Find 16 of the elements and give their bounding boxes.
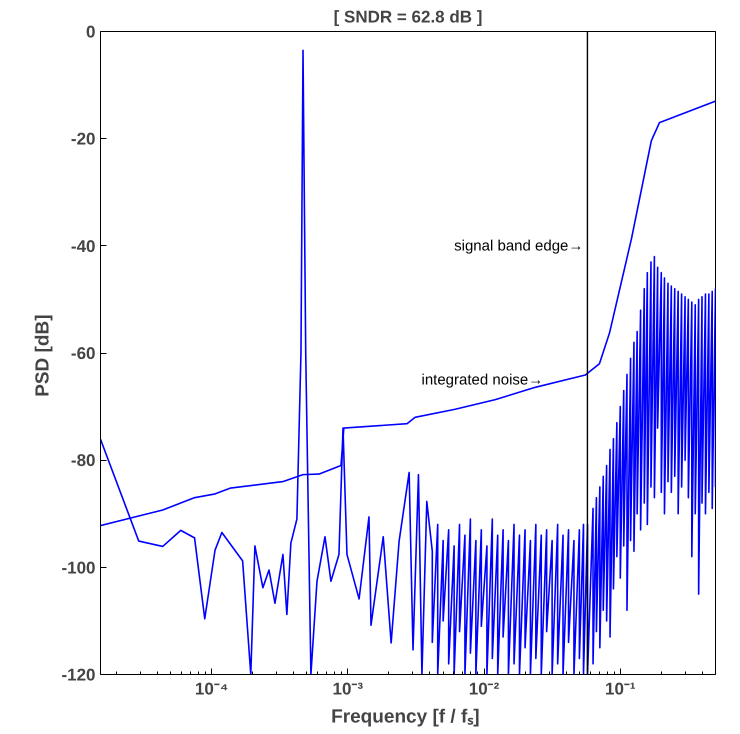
y-tick-label: -120 (61, 666, 96, 684)
y-tick-label: -60 (70, 344, 96, 363)
annotation: signal band edge→ (454, 237, 584, 254)
y-tick-label: -40 (70, 236, 96, 256)
y-tick-label: -80 (70, 451, 96, 470)
x-tick-label: 10⁻² (468, 680, 500, 698)
y-tick-label: -20 (70, 130, 96, 149)
chart-title: [ SNDR = 62.8 dB ] (334, 8, 482, 26)
annotation: integrated noise→ (422, 371, 544, 388)
y-axis-title: PSD [dB] (32, 314, 54, 397)
y-tick-label: -100 (61, 558, 96, 578)
x-tick-label: 10⁻⁴ (194, 680, 228, 698)
x-axis-title: Frequency [f / fₛ] (331, 706, 480, 728)
x-tick-label: 10⁻¹ (604, 680, 636, 698)
y-tick-label: 0 (86, 22, 96, 42)
x-tick-label: 10⁻³ (332, 680, 364, 698)
